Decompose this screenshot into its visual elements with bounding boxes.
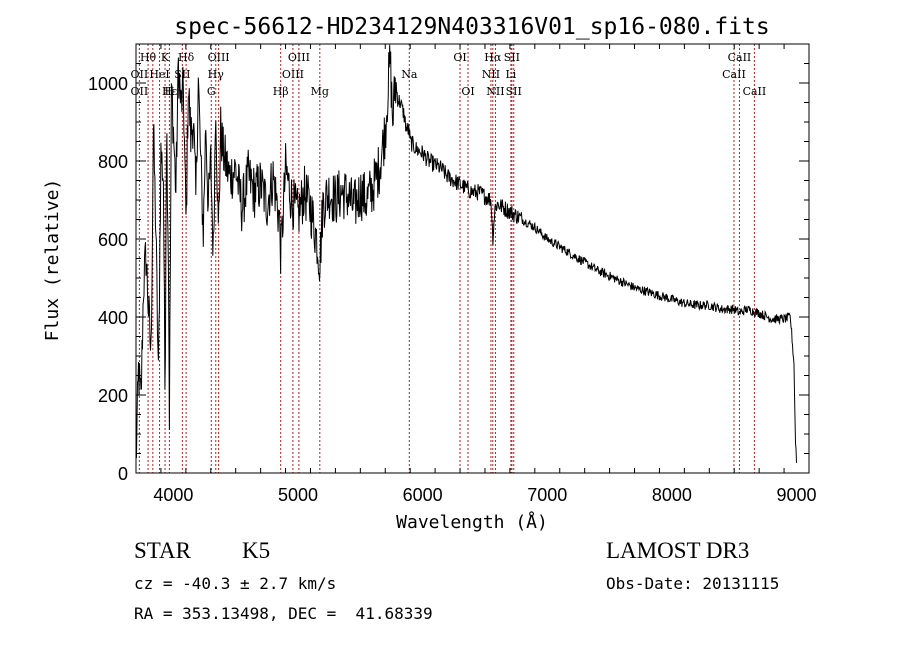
line-label: OIII <box>208 51 230 64</box>
line-label: OI <box>453 51 466 64</box>
chart-title: spec-56612-HD234129N403316V01_sp16-080.f… <box>174 14 769 40</box>
line-label: Mg <box>311 85 329 98</box>
line-label: Hδ <box>178 51 195 64</box>
line-label: OI <box>461 85 474 98</box>
x-axis-label: Wavelength (Å) <box>396 511 548 533</box>
y-tick-label: 1000 <box>88 74 128 94</box>
line-label: G <box>207 85 216 98</box>
line-label: Hε <box>162 85 178 98</box>
line-label: OIII <box>288 51 310 64</box>
x-tick-label: 7000 <box>527 485 567 505</box>
y-tick-label: 0 <box>118 464 128 484</box>
line-label: Hθ <box>140 51 157 64</box>
y-tick-label: 400 <box>98 308 128 328</box>
line-label: NII <box>486 85 504 98</box>
line-label: Na <box>401 68 418 81</box>
y-tick-label: 800 <box>98 152 128 172</box>
x-tick-label: 4000 <box>153 485 193 505</box>
y-tick-label: 200 <box>98 386 128 406</box>
line-label: CaII <box>743 85 767 98</box>
line-label: OII <box>131 85 149 98</box>
line-label: OII <box>131 68 149 81</box>
redshift-value: cz = -40.3 ± 2.7 km/s <box>134 574 337 593</box>
x-tick-label: 8000 <box>652 485 692 505</box>
line-label: CaII <box>722 68 746 81</box>
y-axis-label: Flux (relative) <box>42 179 63 342</box>
line-label: H <box>165 85 175 98</box>
line-label: Hα <box>484 51 502 64</box>
line-label: SII <box>504 51 520 64</box>
x-tick-label: 5000 <box>278 485 318 505</box>
line-label: CaII <box>728 51 752 64</box>
line-label: K <box>161 51 170 64</box>
observation-date: Obs-Date: 20131115 <box>606 574 780 593</box>
x-tick-label: 9000 <box>777 485 817 505</box>
line-label: Li <box>505 68 516 81</box>
x-tick-label: 6000 <box>403 485 443 505</box>
axes: 4000 5000 6000 7000 8000 9000 0 200 400 600 800 100… <box>88 43 817 505</box>
line-label: NII <box>482 68 500 81</box>
line-label: Hβ <box>273 85 289 98</box>
spectrum-line <box>135 44 797 463</box>
object-class: STAR <box>134 538 191 563</box>
line-label: Hγ <box>208 68 225 81</box>
line-label: OIII <box>282 68 304 81</box>
sky-coordinates: RA = 353.13498, DEC = 41.68339 <box>134 604 433 623</box>
line-label: HeI <box>149 68 169 81</box>
line-label: SII <box>506 85 522 98</box>
survey-name: LAMOST DR3 <box>606 538 750 563</box>
plot-frame <box>135 43 810 474</box>
object-subclass: K5 <box>242 538 271 563</box>
y-tick-label: 600 <box>98 230 128 250</box>
spectral-line-markers <box>138 44 755 473</box>
